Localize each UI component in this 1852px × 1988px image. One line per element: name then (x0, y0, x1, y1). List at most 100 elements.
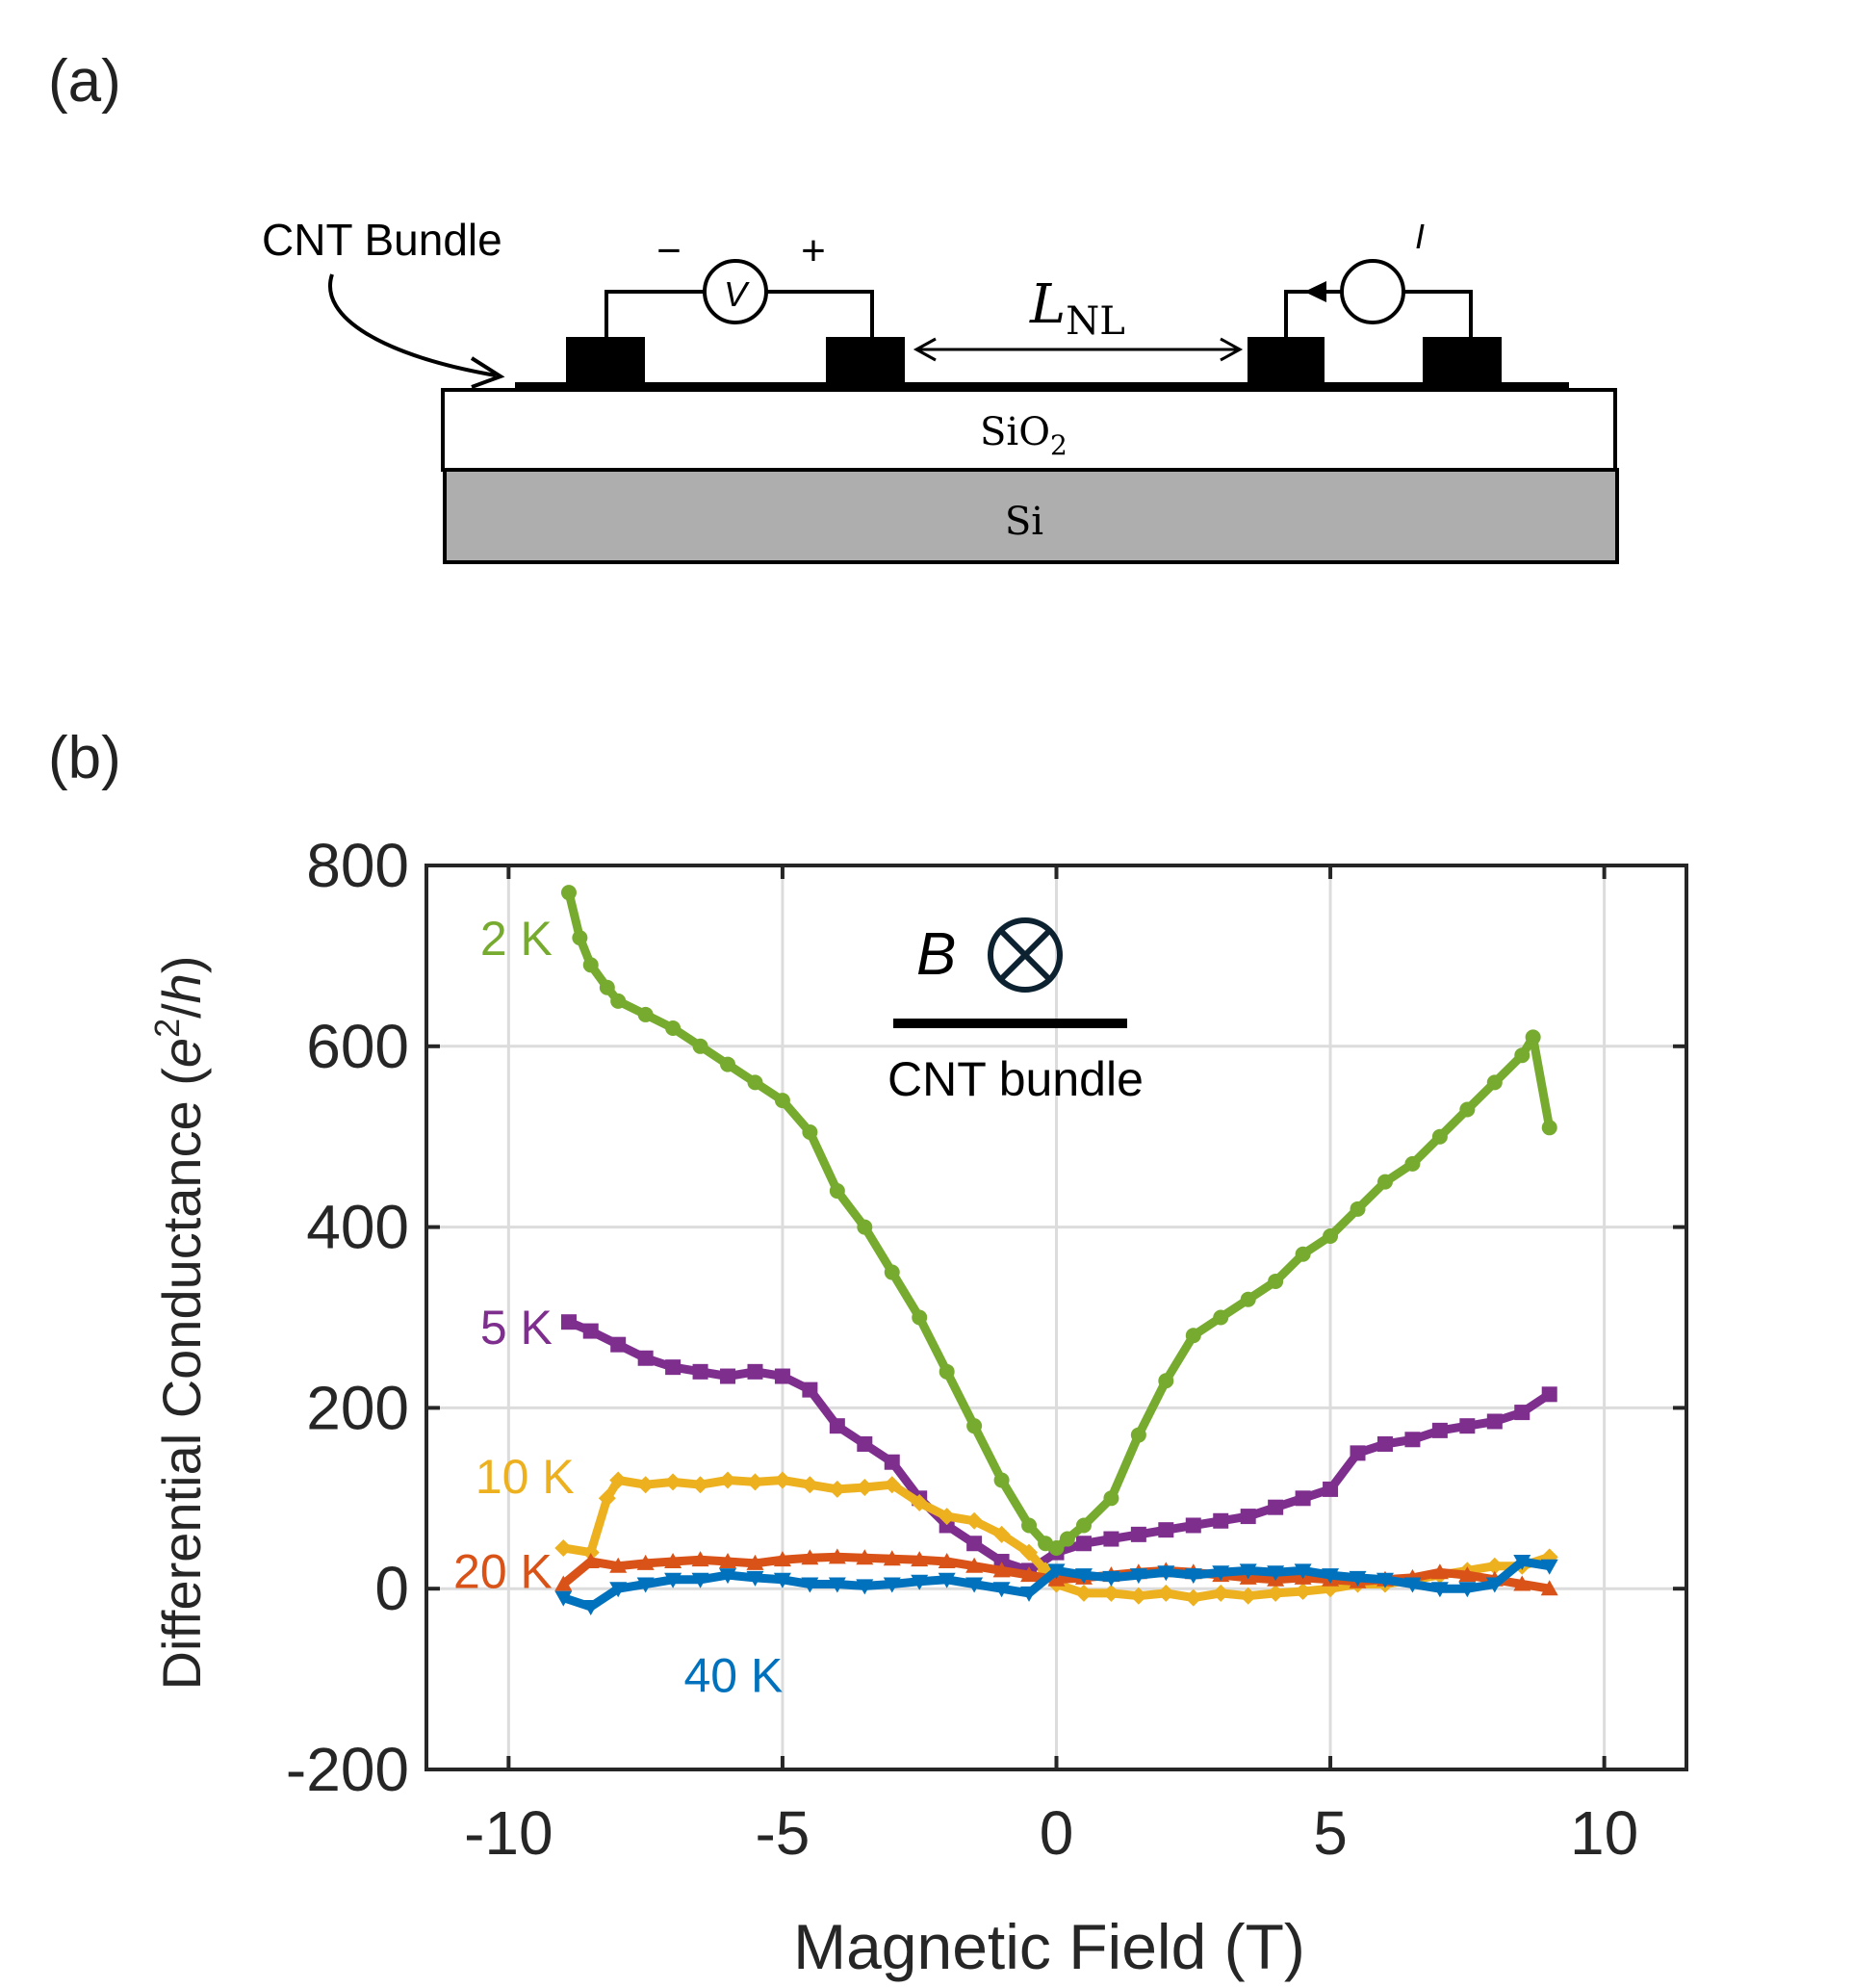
data-point-5k (560, 1314, 577, 1330)
data-point-5k (1130, 1526, 1146, 1542)
data-point-40k (664, 1572, 682, 1588)
data-point-40k (883, 1577, 901, 1593)
data-point-2k (1486, 1074, 1503, 1091)
data-point-2k (774, 1093, 790, 1109)
x-tick-label: -10 (464, 1798, 553, 1868)
data-point-2k (1459, 1101, 1476, 1118)
data-point-10k (856, 1479, 874, 1497)
data-point-5k (1295, 1490, 1311, 1507)
data-point-2k (1295, 1246, 1311, 1262)
data-point-40k (1239, 1563, 1257, 1580)
data-point-2k (1048, 1539, 1065, 1556)
data-point-10k (911, 1493, 929, 1511)
data-point-20k (554, 1575, 573, 1591)
data-point-2k (1350, 1201, 1366, 1217)
series-label-40k: 40 K (683, 1648, 783, 1702)
cnt-pointer-arrow (328, 273, 497, 377)
data-point-10k (965, 1511, 984, 1530)
data-point-5k (1213, 1512, 1229, 1529)
data-point-10k (1157, 1584, 1175, 1602)
data-point-40k (1403, 1577, 1422, 1593)
data-point-5k (993, 1554, 1010, 1570)
data-point-2k (599, 979, 615, 995)
data-point-5k (610, 1336, 627, 1353)
data-point-40k (1540, 1559, 1558, 1575)
data-point-10k (1184, 1588, 1202, 1607)
x-tick-label: 5 (1313, 1798, 1348, 1868)
data-point-20k (746, 1554, 764, 1570)
data-point-10k (1129, 1587, 1147, 1605)
data-point-5k (747, 1363, 763, 1380)
series-label-5k: 5 K (480, 1301, 553, 1355)
data-point-20k (883, 1550, 901, 1566)
length-label: LNL (1029, 273, 1125, 344)
data-point-5k (637, 1350, 654, 1366)
data-point-10k (1239, 1587, 1257, 1605)
data-point-20k (1020, 1566, 1039, 1583)
data-point-40k (1376, 1572, 1394, 1588)
data-point-40k (1267, 1565, 1285, 1582)
data-point-10k (773, 1471, 791, 1489)
data-point-5k (1486, 1413, 1503, 1430)
data-point-20k (636, 1554, 655, 1570)
data-point-10k (801, 1476, 819, 1494)
data-point-40k (828, 1577, 846, 1593)
data-point-40k (1294, 1563, 1312, 1580)
data-point-2k (1431, 1128, 1448, 1145)
device-schematic: Si SiO2 V − + I LNL CNT Bundle (262, 215, 1619, 564)
data-point-20k (938, 1553, 956, 1569)
series-label-10k: 10 K (476, 1450, 575, 1504)
data-point-40k (1184, 1568, 1202, 1585)
data-point-20k (828, 1548, 846, 1564)
data-point-5k (1431, 1422, 1448, 1438)
data-point-2k (1185, 1328, 1201, 1344)
data-point-5k (802, 1381, 818, 1398)
data-point-40k (992, 1582, 1011, 1598)
data-point-10k (598, 1489, 616, 1508)
length-arrow-left-head (913, 337, 937, 362)
conductance-chart: -10 -5 0 5 10 -200 0 200 400 600 800 2 K 5 K 10 K 20 … (147, 831, 1688, 1982)
data-point-20k (992, 1562, 1011, 1578)
data-point-5k (1376, 1435, 1393, 1452)
data-point-5k (1404, 1432, 1421, 1448)
data-point-40k (636, 1577, 655, 1593)
data-point-5k (1323, 1481, 1339, 1497)
cnt-bundle-label: CNT Bundle (262, 215, 502, 265)
data-point-5k (939, 1517, 955, 1534)
data-point-2k (1059, 1531, 1075, 1547)
data-point-10k (1294, 1583, 1312, 1601)
data-point-40k (691, 1572, 709, 1588)
data-point-10k (1074, 1584, 1093, 1602)
x-tick-label: 10 (1570, 1798, 1638, 1868)
data-point-40k (856, 1579, 874, 1595)
chart-series (554, 885, 1558, 1615)
sio2-label: SiO2 (980, 410, 1067, 461)
data-point-2k (1376, 1174, 1393, 1190)
data-point-2k (966, 1418, 983, 1434)
data-point-5k (1075, 1536, 1092, 1552)
data-point-40k (1047, 1563, 1066, 1580)
y-axis-label: Differential Conductance (e2/h) (147, 956, 212, 1691)
chart-series-labels: 2 K 5 K 10 K 20 K 40 K (453, 912, 783, 1702)
data-point-2k (993, 1472, 1010, 1488)
data-point-20k (1540, 1580, 1558, 1596)
data-point-40k (609, 1582, 628, 1598)
data-point-20k (965, 1557, 984, 1573)
current-label: I (1415, 217, 1425, 256)
x-tick-label: -5 (755, 1798, 810, 1868)
data-point-20k (801, 1549, 819, 1565)
electrode-2 (826, 337, 905, 385)
data-point-20k (609, 1557, 628, 1573)
data-point-2k (1158, 1373, 1174, 1389)
data-point-2k (572, 930, 588, 946)
field-into-page-icon (988, 917, 1063, 993)
data-point-5k (1268, 1499, 1284, 1515)
data-point-10k (1102, 1584, 1120, 1602)
data-point-2k (582, 957, 599, 973)
data-point-40k (719, 1568, 737, 1585)
data-point-2k (1103, 1490, 1119, 1507)
minus-sign: − (656, 227, 682, 274)
data-point-20k (773, 1551, 791, 1567)
current-source-icon (1340, 259, 1405, 324)
